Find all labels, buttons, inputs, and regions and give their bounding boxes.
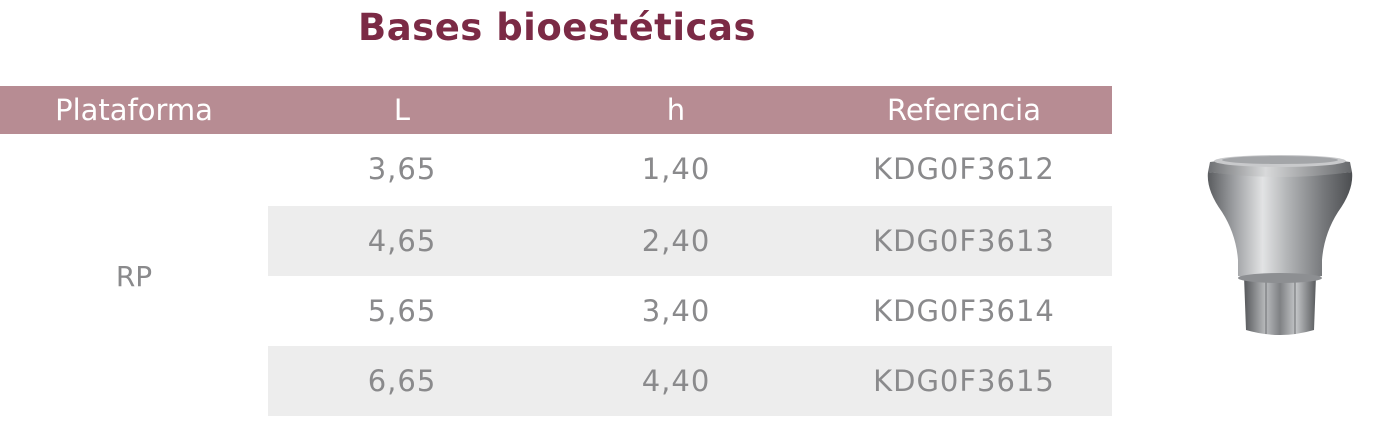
header-height: h bbox=[666, 93, 686, 127]
height-cell: 3,40 bbox=[641, 294, 711, 328]
reference-cell: KDG0F3612 bbox=[873, 152, 1055, 186]
header-length: L bbox=[393, 93, 411, 127]
table-row: 5,65 3,40 KDG0F3614 bbox=[268, 276, 1112, 346]
length-cell: 4,65 bbox=[367, 224, 437, 258]
table-row: 6,65 4,40 KDG0F3615 bbox=[268, 346, 1112, 416]
height-cell: 4,40 bbox=[641, 364, 711, 398]
page-title: Bases bioestéticas bbox=[358, 6, 756, 49]
height-cell: 1,40 bbox=[641, 152, 711, 186]
length-cell: 3,65 bbox=[367, 152, 437, 186]
reference-cell: KDG0F3614 bbox=[873, 294, 1055, 328]
height-cell: 2,40 bbox=[641, 224, 711, 258]
table-row: 3,65 1,40 KDG0F3612 bbox=[268, 134, 1112, 204]
length-cell: 6,65 bbox=[367, 364, 437, 398]
table-row: 4,65 2,40 KDG0F3613 bbox=[268, 206, 1112, 276]
header-platform: Plataforma bbox=[55, 93, 213, 127]
header-reference: Referencia bbox=[886, 93, 1042, 127]
length-cell: 5,65 bbox=[367, 294, 437, 328]
table-header: Plataforma L h Referencia bbox=[0, 86, 1112, 134]
reference-cell: KDG0F3613 bbox=[873, 224, 1055, 258]
abutment-image bbox=[1207, 155, 1353, 335]
platform-value: RP bbox=[115, 260, 153, 293]
reference-cell: KDG0F3615 bbox=[873, 364, 1055, 398]
